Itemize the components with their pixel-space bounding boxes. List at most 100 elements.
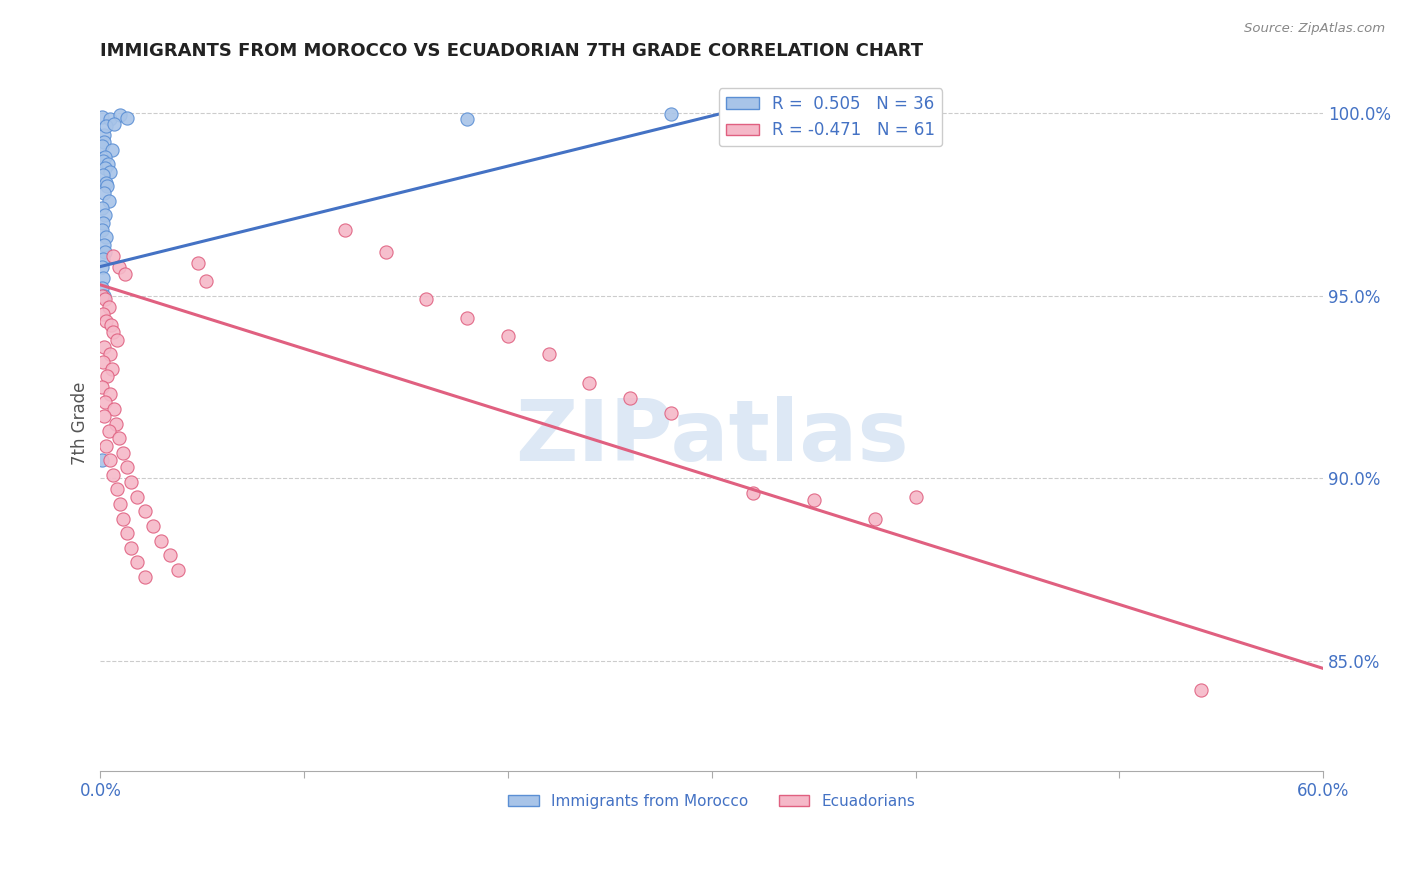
Text: ZIPatlas: ZIPatlas bbox=[515, 396, 908, 479]
Point bbox=[456, 310, 478, 325]
Point bbox=[166, 563, 188, 577]
Point bbox=[619, 391, 641, 405]
Point bbox=[150, 533, 173, 548]
Point bbox=[103, 402, 125, 417]
Point bbox=[91, 252, 114, 267]
Point bbox=[142, 519, 165, 533]
Point bbox=[111, 511, 134, 525]
Point bbox=[115, 460, 138, 475]
Point bbox=[91, 168, 114, 182]
Point bbox=[96, 369, 118, 384]
Point bbox=[91, 260, 114, 274]
Point bbox=[93, 354, 115, 368]
Point bbox=[94, 161, 117, 175]
Point bbox=[93, 136, 115, 150]
Point bbox=[96, 439, 118, 453]
Point bbox=[134, 570, 156, 584]
Point bbox=[741, 486, 763, 500]
Point bbox=[103, 117, 125, 131]
Point bbox=[415, 293, 437, 307]
Point bbox=[101, 249, 124, 263]
Text: IMMIGRANTS FROM MOROCCO VS ECUADORIAN 7TH GRADE CORRELATION CHART: IMMIGRANTS FROM MOROCCO VS ECUADORIAN 7T… bbox=[100, 42, 924, 60]
Legend: Immigrants from Morocco, Ecuadorians: Immigrants from Morocco, Ecuadorians bbox=[502, 788, 921, 815]
Text: Source: ZipAtlas.com: Source: ZipAtlas.com bbox=[1244, 22, 1385, 36]
Point bbox=[1189, 683, 1212, 698]
Point bbox=[578, 376, 600, 391]
Point bbox=[93, 270, 115, 285]
Point bbox=[107, 431, 129, 445]
Point bbox=[97, 194, 120, 208]
Point bbox=[93, 289, 115, 303]
Point bbox=[114, 267, 136, 281]
Point bbox=[108, 108, 131, 122]
Point bbox=[105, 483, 128, 497]
Point bbox=[741, 110, 763, 124]
Point bbox=[97, 157, 120, 171]
Point bbox=[120, 541, 142, 555]
Point bbox=[91, 110, 114, 124]
Point bbox=[94, 150, 117, 164]
Y-axis label: 7th Grade: 7th Grade bbox=[72, 382, 89, 466]
Point bbox=[91, 201, 114, 215]
Point bbox=[93, 237, 115, 252]
Point bbox=[98, 164, 121, 178]
Point bbox=[96, 119, 118, 133]
Point bbox=[333, 223, 356, 237]
Point bbox=[904, 490, 927, 504]
Point bbox=[91, 139, 114, 153]
Point bbox=[105, 333, 128, 347]
Point bbox=[93, 409, 115, 424]
Point bbox=[98, 387, 121, 401]
Point bbox=[115, 111, 138, 125]
Point bbox=[456, 112, 478, 126]
Point bbox=[94, 293, 117, 307]
Point bbox=[97, 424, 120, 438]
Point bbox=[100, 362, 122, 376]
Point bbox=[91, 289, 114, 303]
Point bbox=[93, 153, 115, 168]
Point bbox=[93, 307, 115, 321]
Point bbox=[120, 475, 142, 489]
Point bbox=[659, 406, 682, 420]
Point bbox=[98, 112, 121, 126]
Point bbox=[98, 453, 121, 467]
Point bbox=[100, 143, 122, 157]
Point bbox=[537, 347, 560, 361]
Point bbox=[91, 223, 114, 237]
Point bbox=[195, 274, 218, 288]
Point bbox=[93, 340, 115, 354]
Point bbox=[93, 128, 115, 142]
Point bbox=[97, 300, 120, 314]
Point bbox=[159, 548, 181, 562]
Point bbox=[125, 556, 148, 570]
Point bbox=[374, 244, 396, 259]
Point bbox=[803, 493, 825, 508]
Point bbox=[94, 244, 117, 259]
Point bbox=[93, 216, 115, 230]
Point bbox=[659, 107, 682, 121]
Point bbox=[863, 511, 886, 525]
Point bbox=[98, 347, 121, 361]
Point bbox=[96, 314, 118, 328]
Point bbox=[107, 260, 129, 274]
Point bbox=[101, 467, 124, 482]
Point bbox=[104, 417, 127, 431]
Point bbox=[94, 176, 117, 190]
Point bbox=[94, 208, 117, 222]
Point bbox=[91, 453, 114, 467]
Point bbox=[496, 329, 519, 343]
Point bbox=[115, 526, 138, 541]
Point bbox=[91, 281, 114, 295]
Point bbox=[96, 179, 118, 194]
Point bbox=[187, 256, 209, 270]
Point bbox=[101, 326, 124, 340]
Point bbox=[108, 497, 131, 511]
Point bbox=[134, 504, 156, 518]
Point bbox=[125, 490, 148, 504]
Point bbox=[100, 318, 122, 332]
Point bbox=[96, 230, 118, 244]
Point bbox=[94, 394, 117, 409]
Point bbox=[111, 446, 134, 460]
Point bbox=[93, 186, 115, 201]
Point bbox=[91, 380, 114, 394]
